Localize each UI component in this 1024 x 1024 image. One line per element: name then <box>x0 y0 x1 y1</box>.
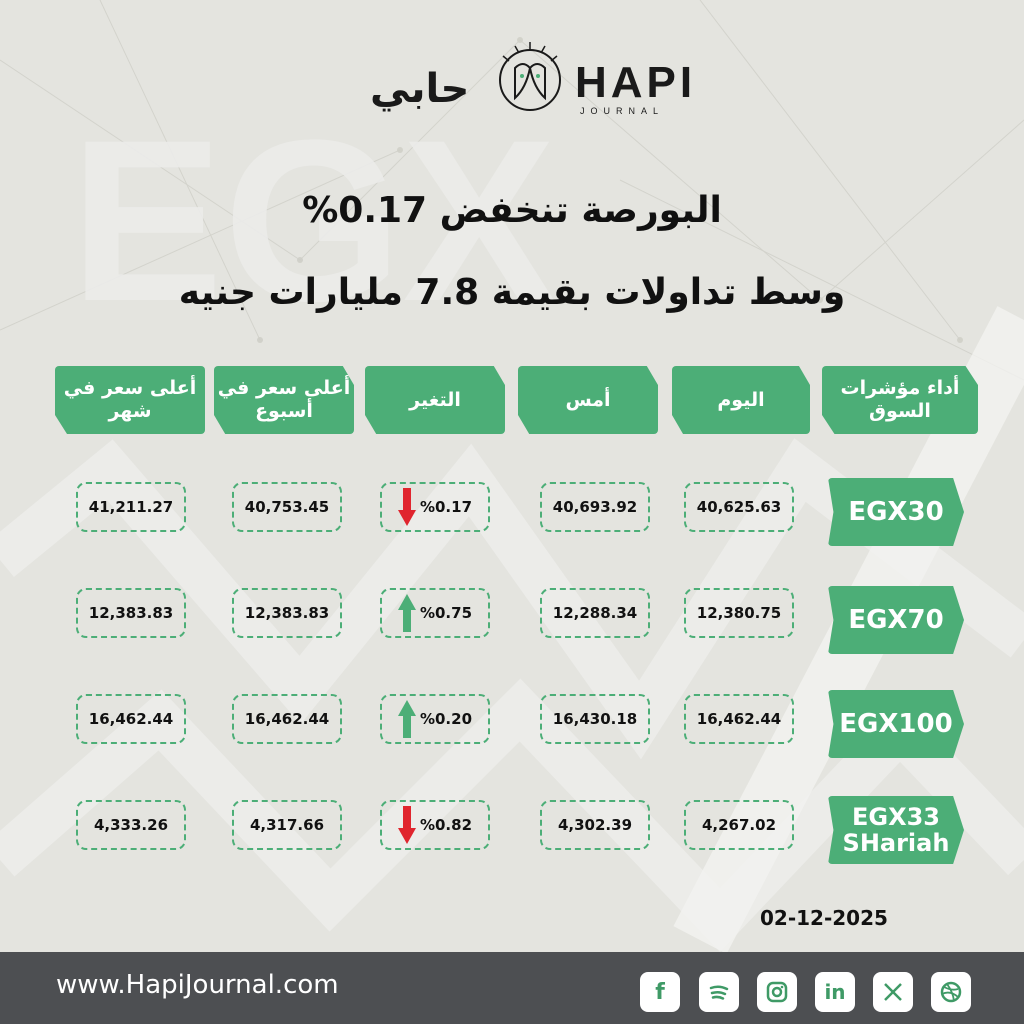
dribbble-icon[interactable] <box>931 972 971 1012</box>
change-value: %0.20 <box>419 710 473 728</box>
website-link[interactable]: www.HapiJournal.com <box>56 970 339 1000</box>
index-label: EGX100 <box>828 690 964 758</box>
change-value: %0.82 <box>419 816 473 834</box>
report-date: 02-12-2025 <box>760 906 888 930</box>
cell-today: 4,267.02 <box>684 800 794 850</box>
cell-today: 16,462.44 <box>684 694 794 744</box>
cell-yesterday: 4,302.39 <box>540 800 650 850</box>
facebook-icon[interactable]: f <box>640 972 680 1012</box>
spotify-icon[interactable] <box>699 972 739 1012</box>
cell-yesterday: 40,693.92 <box>540 482 650 532</box>
hapi-emblem-icon <box>499 42 561 111</box>
brand-logo: حابي HAPI JOURNAL <box>360 40 692 120</box>
linkedin-icon[interactable]: in <box>815 972 855 1012</box>
cell-change: %0.20 <box>380 694 490 744</box>
brand-arabic-name: حابي <box>370 66 470 112</box>
headline-line-1: البورصة تنخفض 0.17% <box>302 190 722 231</box>
index-label: EGX30 <box>828 478 964 546</box>
cell-today: 12,380.75 <box>684 588 794 638</box>
cell-week-high: 4,317.66 <box>232 800 342 850</box>
header-indicator: أداء مؤشرات السوق <box>822 366 978 434</box>
cell-change: %0.82 <box>380 800 490 850</box>
headline-line-2: وسط تداولات بقيمة 7.8 مليارات جنيه <box>178 272 846 313</box>
x-icon[interactable] <box>873 972 913 1012</box>
change-value: %0.17 <box>419 498 473 516</box>
brand-english-sub: JOURNAL <box>580 106 665 116</box>
cell-month-high: 41,211.27 <box>76 482 186 532</box>
cell-month-high: 12,383.83 <box>76 588 186 638</box>
cell-week-high: 16,462.44 <box>232 694 342 744</box>
header-week-high: أعلى سعر في أسبوع <box>214 366 354 434</box>
arrow-down-icon <box>397 806 416 844</box>
cell-change: %0.17 <box>380 482 490 532</box>
cell-yesterday: 12,288.34 <box>540 588 650 638</box>
cell-week-high: 40,753.45 <box>232 482 342 532</box>
cell-yesterday: 16,430.18 <box>540 694 650 744</box>
cell-week-high: 12,383.83 <box>232 588 342 638</box>
footer-bar: www.HapiJournal.com f in <box>0 952 1024 1024</box>
brand-english-name: HAPI <box>575 58 697 107</box>
arrow-up-icon <box>397 700 416 738</box>
cell-today: 40,625.63 <box>684 482 794 532</box>
svg-text:EGX: EGX <box>70 92 556 349</box>
index-label: EGX70 <box>828 586 964 654</box>
change-value: %0.75 <box>419 604 473 622</box>
header-today: اليوم <box>672 366 810 434</box>
arrow-down-icon <box>397 488 416 526</box>
instagram-icon[interactable] <box>757 972 797 1012</box>
arrow-up-icon <box>397 594 416 632</box>
cell-month-high: 4,333.26 <box>76 800 186 850</box>
header-yesterday: أمس <box>518 366 658 434</box>
cell-month-high: 16,462.44 <box>76 694 186 744</box>
header-month-high: أعلى سعر في شهر <box>55 366 205 434</box>
index-label: EGX33 SHariah <box>828 796 964 864</box>
cell-change: %0.75 <box>380 588 490 638</box>
header-change: التغير <box>365 366 505 434</box>
